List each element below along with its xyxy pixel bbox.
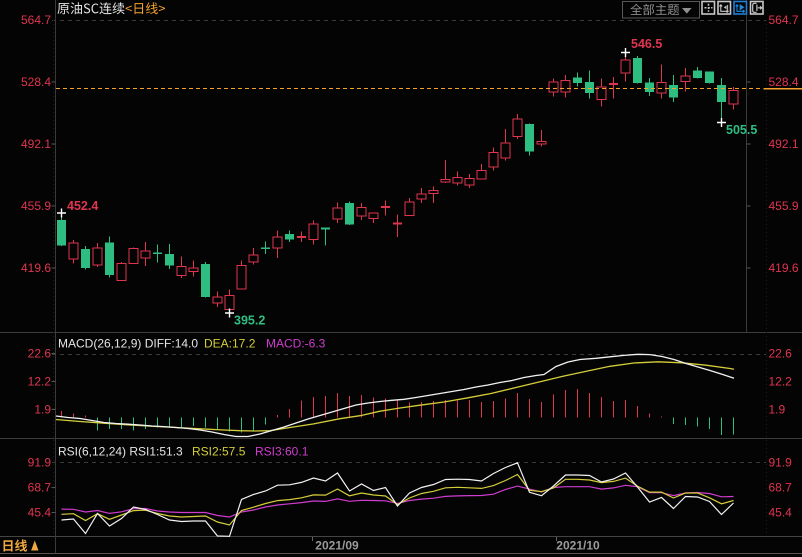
svg-text:22.6: 22.6 [769,347,793,361]
svg-text:RSI2:57.5: RSI2:57.5 [192,445,246,459]
svg-text:564.7: 564.7 [21,13,51,27]
svg-text:528.4: 528.4 [769,75,799,89]
svg-text:505.5: 505.5 [726,123,757,137]
svg-text:1.9: 1.9 [34,403,51,417]
svg-text:455.9: 455.9 [21,199,51,213]
svg-text:68.7: 68.7 [28,481,52,495]
svg-text:RSI3:60.1: RSI3:60.1 [255,445,309,459]
svg-text:12.2: 12.2 [769,375,793,389]
svg-text:45.4: 45.4 [28,506,52,520]
svg-text:452.4: 452.4 [67,199,98,213]
svg-text:12.2: 12.2 [28,375,52,389]
svg-text:45.4: 45.4 [769,506,793,520]
svg-text:MACD(26,12,9) DIFF:14.0: MACD(26,12,9) DIFF:14.0 [58,337,198,351]
svg-text:2021/09: 2021/09 [315,539,359,553]
svg-text:546.5: 546.5 [631,37,662,51]
svg-text:MACD:-6.3: MACD:-6.3 [266,337,326,351]
svg-text:1.9: 1.9 [769,403,786,417]
svg-text:528.4: 528.4 [21,75,51,89]
svg-text:492.1: 492.1 [769,137,799,151]
svg-text:68.7: 68.7 [769,481,793,495]
svg-text:91.9: 91.9 [769,456,793,470]
svg-text:22.6: 22.6 [28,347,52,361]
svg-text:DEA:17.2: DEA:17.2 [204,337,256,351]
svg-text:492.1: 492.1 [21,137,51,151]
svg-text:419.6: 419.6 [21,261,51,275]
svg-text:395.2: 395.2 [234,314,265,328]
svg-text:455.9: 455.9 [769,199,799,213]
svg-text:564.7: 564.7 [769,13,799,27]
svg-text:2021/10: 2021/10 [556,539,600,553]
svg-text:RSI(6,12,24) RSI1:51.3: RSI(6,12,24) RSI1:51.3 [58,445,183,459]
svg-text:419.6: 419.6 [769,261,799,275]
svg-text:91.9: 91.9 [28,456,52,470]
